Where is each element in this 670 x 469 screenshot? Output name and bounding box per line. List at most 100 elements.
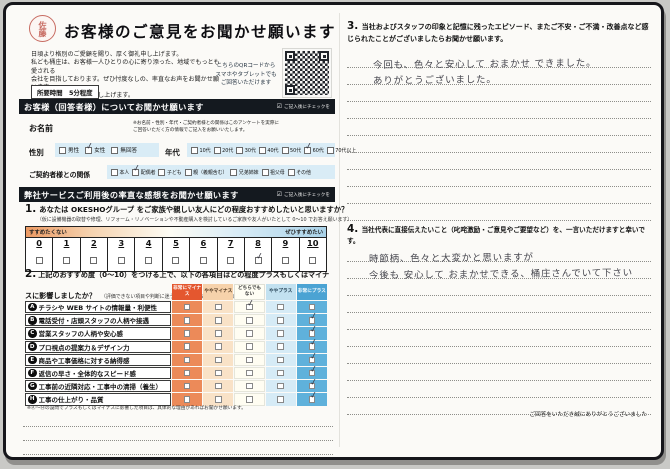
row-label-text: 返信の早さ・全体的なスピード感	[38, 370, 137, 379]
checkbox[interactable]	[277, 330, 284, 337]
checkbox[interactable]	[215, 303, 222, 311]
scale-checkbox[interactable]	[90, 256, 98, 264]
row-label-text: 電話受付・店頭スタッフの人柄や接遇	[38, 317, 150, 326]
dotted-line	[347, 347, 651, 364]
checkbox[interactable]	[183, 369, 191, 377]
checkbox[interactable]	[59, 146, 66, 154]
section-header-profile: お客様（回答者様）についてお聞かせ願います ☑ ご記入後にチェックを	[19, 99, 335, 114]
checkbox[interactable]	[215, 369, 222, 377]
checkbox[interactable]	[183, 396, 191, 403]
checkbox[interactable]: ✓	[308, 377, 318, 390]
checkbox[interactable]	[183, 330, 191, 337]
question-4: 4. 当社代表に直接伝えたいこと（叱咤激励・ご意見やご要望など）を、一言いただけ…	[347, 222, 651, 247]
checkbox[interactable]	[277, 303, 284, 311]
checkbox[interactable]	[215, 343, 222, 350]
scale-checkbox[interactable]	[117, 256, 125, 264]
option-label: 女性	[94, 148, 106, 154]
checkbox[interactable]	[183, 303, 191, 311]
scale-checkbox[interactable]: ✓	[254, 251, 264, 264]
checkbox[interactable]	[281, 146, 289, 154]
scale-cell-4[interactable]: 4	[134, 238, 161, 271]
scale-checkbox[interactable]	[63, 256, 71, 264]
scale-cell-9[interactable]: 9	[271, 238, 298, 271]
scale-checkbox[interactable]	[199, 256, 207, 264]
scale-cell-1[interactable]: 1	[52, 238, 79, 271]
scale-cell-0[interactable]: 0	[26, 238, 52, 271]
dotted-line	[347, 85, 651, 102]
checkbox[interactable]: ✓	[304, 141, 313, 154]
checkbox[interactable]	[277, 396, 284, 403]
checkbox[interactable]	[215, 330, 222, 337]
scale-checkbox[interactable]	[227, 256, 235, 264]
scale-checkbox[interactable]	[172, 256, 180, 264]
checkbox[interactable]	[183, 343, 191, 350]
table-row: C 営業スタッフの人柄や安心感 ✓	[25, 325, 331, 340]
checkbox[interactable]: ✓	[308, 311, 318, 324]
checkbox[interactable]	[287, 168, 295, 176]
checkbox[interactable]: ✓	[308, 351, 318, 364]
checkbox[interactable]	[246, 343, 253, 350]
checkbox[interactable]	[277, 356, 284, 364]
scale-checkbox[interactable]	[281, 256, 289, 264]
table-row: F 返信の早さ・全体的なスピード感 ✓	[25, 364, 331, 380]
scale-checkbox[interactable]	[145, 256, 153, 264]
checkbox[interactable]	[246, 330, 253, 337]
checkbox[interactable]	[326, 146, 334, 154]
checkbox[interactable]	[183, 382, 191, 390]
scale-cell-7[interactable]: 7	[216, 238, 244, 271]
checkbox[interactable]	[246, 369, 253, 377]
checkbox[interactable]	[277, 382, 284, 390]
checkbox[interactable]	[213, 146, 221, 154]
checkbox[interactable]	[191, 146, 198, 154]
checkbox[interactable]: ✓	[85, 141, 94, 154]
scale-checkbox[interactable]	[309, 256, 317, 264]
checkbox[interactable]: ✓	[308, 364, 318, 377]
checkbox[interactable]: ✓	[246, 298, 255, 311]
question-text: 上記のおすすめ度（0～10）をつける上で、以下の各項目はどの程度プラスもしくはマ…	[25, 270, 330, 300]
checkbox[interactable]	[183, 317, 191, 324]
scale-cell-6[interactable]: 6	[189, 238, 216, 271]
row-letter-badge: G	[28, 381, 37, 391]
scale-cell-2[interactable]: 2	[79, 238, 107, 271]
scale-checkbox[interactable]	[35, 256, 43, 264]
checkbox[interactable]	[246, 396, 253, 403]
checkbox[interactable]: ✓	[308, 338, 318, 350]
checkbox[interactable]	[246, 317, 253, 324]
scale-cell-8[interactable]: 8 ✓	[243, 238, 271, 271]
checkbox[interactable]	[183, 356, 191, 364]
checkbox[interactable]	[246, 382, 253, 390]
question-number: 2.	[25, 268, 37, 280]
checkbox[interactable]	[258, 146, 266, 154]
checkbox[interactable]	[184, 168, 192, 176]
checkbox[interactable]: ✓	[132, 163, 142, 176]
checkbox[interactable]: ✓	[308, 325, 318, 337]
page-title: お客様のご意見をお聞かせ願います	[64, 23, 337, 41]
scale-number: 10	[307, 238, 319, 248]
checkbox[interactable]	[277, 343, 284, 350]
scale-cell-3[interactable]: 3	[107, 238, 134, 271]
checkbox[interactable]	[215, 317, 222, 324]
checkbox[interactable]	[277, 369, 284, 377]
checkbox[interactable]	[246, 356, 253, 364]
checkbox[interactable]	[158, 168, 166, 176]
rating-cell	[172, 353, 203, 366]
checkbox[interactable]	[277, 317, 284, 324]
scale-cell-10[interactable]: 10	[298, 238, 326, 271]
checkbox[interactable]	[215, 382, 222, 390]
row-label: C 営業スタッフの人柄や安心感	[25, 327, 171, 340]
checkbox[interactable]	[230, 168, 238, 176]
column-header: ややマイナス	[203, 284, 234, 300]
rating-cell	[234, 314, 265, 327]
row-letter-badge: C	[28, 329, 37, 338]
checkbox[interactable]	[236, 146, 244, 154]
answer-lines-q3	[347, 51, 651, 221]
checkbox[interactable]: ✓	[308, 391, 318, 403]
checkbox[interactable]	[111, 168, 118, 176]
checkbox[interactable]	[261, 168, 269, 176]
checkbox[interactable]	[215, 396, 222, 403]
scale-cell-5[interactable]: 5	[161, 238, 189, 271]
checkbox[interactable]	[215, 356, 222, 364]
handwritten-answer: 時節柄、色々と大変かと思いますが	[368, 252, 534, 265]
checkbox[interactable]	[308, 303, 316, 311]
checkbox[interactable]	[111, 146, 119, 154]
